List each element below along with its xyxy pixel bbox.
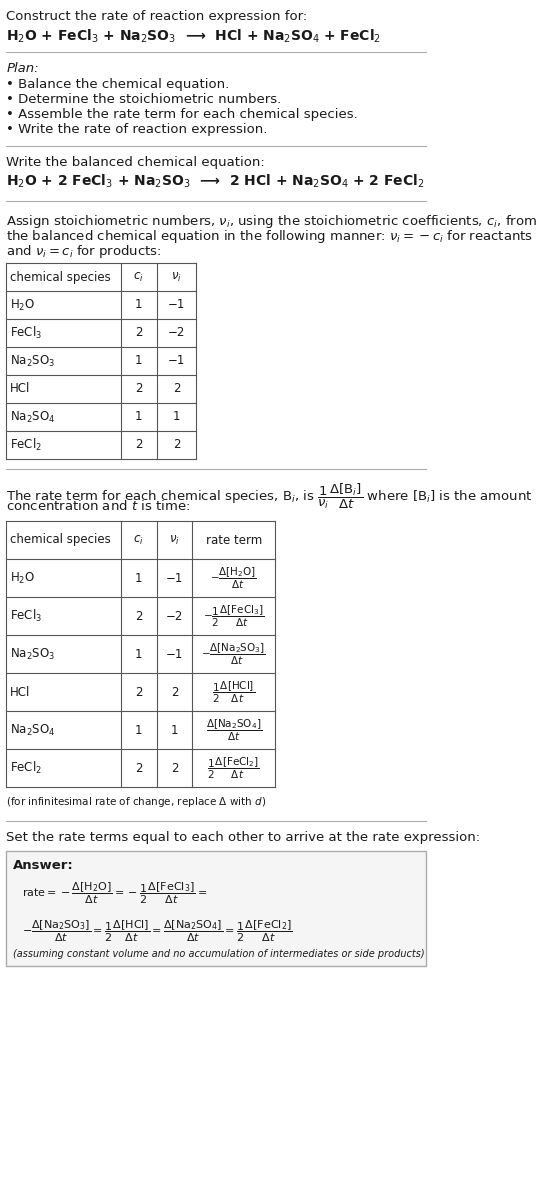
Text: and $\nu_i = c_i$ for products:: and $\nu_i = c_i$ for products: <box>7 242 162 260</box>
Text: $-\dfrac{\Delta[\mathrm{Na_2SO_3}]}{\Delta t}$: $-\dfrac{\Delta[\mathrm{Na_2SO_3}]}{\Del… <box>201 641 266 667</box>
Text: 2: 2 <box>135 438 143 451</box>
Text: Plan:: Plan: <box>7 62 39 74</box>
Text: $-\dfrac{1}{2}\dfrac{\Delta[\mathrm{FeCl_3}]}{\Delta t}$: $-\dfrac{1}{2}\dfrac{\Delta[\mathrm{FeCl… <box>203 604 264 629</box>
Text: 2: 2 <box>171 685 178 698</box>
Text: (for infinitesimal rate of change, replace Δ with $d$): (for infinitesimal rate of change, repla… <box>7 794 266 809</box>
Text: HCl: HCl <box>10 685 31 698</box>
Text: 2: 2 <box>135 326 143 340</box>
Text: Na$_2$SO$_3$: Na$_2$SO$_3$ <box>10 354 55 368</box>
Text: Set the rate terms equal to each other to arrive at the rate expression:: Set the rate terms equal to each other t… <box>7 830 480 844</box>
Text: 2: 2 <box>135 762 143 774</box>
Text: $\dfrac{\Delta[\mathrm{Na_2SO_4}]}{\Delta t}$: $\dfrac{\Delta[\mathrm{Na_2SO_4}]}{\Delt… <box>206 718 262 743</box>
Text: 1: 1 <box>135 648 143 660</box>
Text: 1: 1 <box>135 410 143 424</box>
Text: −1: −1 <box>168 299 185 312</box>
Text: $\nu_i$: $\nu_i$ <box>169 534 180 546</box>
Text: rate term: rate term <box>206 534 262 546</box>
Text: 2: 2 <box>135 610 143 623</box>
Text: FeCl$_3$: FeCl$_3$ <box>10 608 43 624</box>
Text: $\dfrac{1}{2}\dfrac{\Delta[\mathrm{FeCl_2}]}{\Delta t}$: $\dfrac{1}{2}\dfrac{\Delta[\mathrm{FeCl_… <box>207 755 260 781</box>
Text: 2: 2 <box>171 762 178 774</box>
Text: Na$_2$SO$_4$: Na$_2$SO$_4$ <box>10 409 56 425</box>
Text: $c_i$: $c_i$ <box>133 270 144 283</box>
Text: 1: 1 <box>171 724 178 737</box>
Text: Na$_2$SO$_4$: Na$_2$SO$_4$ <box>10 722 56 738</box>
Text: chemical species: chemical species <box>10 270 111 283</box>
Text: Na$_2$SO$_3$: Na$_2$SO$_3$ <box>10 647 55 661</box>
FancyBboxPatch shape <box>7 851 426 966</box>
Text: $-\dfrac{\Delta[\mathrm{Na_2SO_3}]}{\Delta t} = \dfrac{1}{2}\dfrac{\Delta[\mathr: $-\dfrac{\Delta[\mathrm{Na_2SO_3}]}{\Del… <box>22 919 293 944</box>
Text: the balanced chemical equation in the following manner: $\nu_i = -c_i$ for react: the balanced chemical equation in the fo… <box>7 228 533 245</box>
Text: 1: 1 <box>135 354 143 367</box>
Text: $c_i$: $c_i$ <box>133 534 144 546</box>
Text: • Assemble the rate term for each chemical species.: • Assemble the rate term for each chemic… <box>7 108 358 121</box>
Text: Construct the rate of reaction expression for:: Construct the rate of reaction expressio… <box>7 10 307 23</box>
Text: FeCl$_3$: FeCl$_3$ <box>10 325 43 341</box>
Text: −1: −1 <box>168 354 185 367</box>
Text: −2: −2 <box>166 610 183 623</box>
Text: FeCl$_2$: FeCl$_2$ <box>10 437 42 454</box>
Text: H$_2$O: H$_2$O <box>10 570 35 586</box>
Text: HCl: HCl <box>10 383 31 396</box>
Text: $\nu_i$: $\nu_i$ <box>171 270 182 283</box>
Text: 2: 2 <box>135 383 143 396</box>
Text: −1: −1 <box>166 648 183 660</box>
Text: Answer:: Answer: <box>13 859 73 872</box>
Text: • Determine the stoichiometric numbers.: • Determine the stoichiometric numbers. <box>7 92 282 106</box>
Text: H$_2$O + FeCl$_3$ + Na$_2$SO$_3$  ⟶  HCl + Na$_2$SO$_4$ + FeCl$_2$: H$_2$O + FeCl$_3$ + Na$_2$SO$_3$ ⟶ HCl +… <box>7 28 382 46</box>
Text: 1: 1 <box>135 724 143 737</box>
Text: $-\dfrac{\Delta[\mathrm{H_2O}]}{\Delta t}$: $-\dfrac{\Delta[\mathrm{H_2O}]}{\Delta t… <box>210 565 257 590</box>
Text: • Write the rate of reaction expression.: • Write the rate of reaction expression. <box>7 122 268 136</box>
Text: • Balance the chemical equation.: • Balance the chemical equation. <box>7 78 229 91</box>
Text: The rate term for each chemical species, B$_i$, is $\dfrac{1}{\nu_i}\dfrac{\Delt: The rate term for each chemical species,… <box>7 482 533 511</box>
Text: 2: 2 <box>173 383 180 396</box>
Text: FeCl$_2$: FeCl$_2$ <box>10 760 42 776</box>
Text: Write the balanced chemical equation:: Write the balanced chemical equation: <box>7 156 265 169</box>
Text: $\mathrm{rate} = -\dfrac{\Delta[\mathrm{H_2O}]}{\Delta t} = -\dfrac{1}{2}\dfrac{: $\mathrm{rate} = -\dfrac{\Delta[\mathrm{… <box>22 881 207 906</box>
Text: 1: 1 <box>173 410 180 424</box>
Text: concentration and $t$ is time:: concentration and $t$ is time: <box>7 499 191 514</box>
Text: chemical species: chemical species <box>10 534 111 546</box>
Text: −2: −2 <box>168 326 185 340</box>
Text: $\dfrac{1}{2}\dfrac{\Delta[\mathrm{HCl}]}{\Delta t}$: $\dfrac{1}{2}\dfrac{\Delta[\mathrm{HCl}]… <box>212 679 256 704</box>
Text: H$_2$O: H$_2$O <box>10 298 35 312</box>
Text: (assuming constant volume and no accumulation of intermediates or side products): (assuming constant volume and no accumul… <box>13 949 424 959</box>
Text: 2: 2 <box>135 685 143 698</box>
Text: 1: 1 <box>135 571 143 584</box>
Text: Assign stoichiometric numbers, $\nu_i$, using the stoichiometric coefficients, $: Assign stoichiometric numbers, $\nu_i$, … <box>7 214 537 230</box>
Text: H$_2$O + 2 FeCl$_3$ + Na$_2$SO$_3$  ⟶  2 HCl + Na$_2$SO$_4$ + 2 FeCl$_2$: H$_2$O + 2 FeCl$_3$ + Na$_2$SO$_3$ ⟶ 2 H… <box>7 173 425 191</box>
Text: 1: 1 <box>135 299 143 312</box>
Text: −1: −1 <box>166 571 183 584</box>
Text: 2: 2 <box>173 438 180 451</box>
